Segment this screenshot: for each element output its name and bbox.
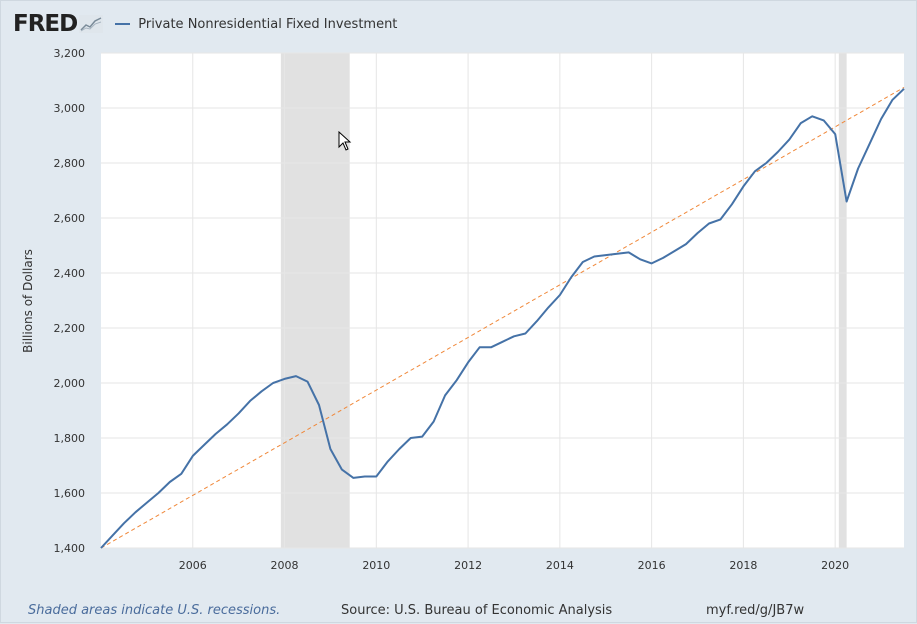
x-tick-label: 2012 [454, 559, 482, 572]
mouse-cursor-icon [338, 131, 352, 151]
y-tick-label: 2,600 [54, 212, 86, 225]
chart-footer: Shaded areas indicate U.S. recessions. S… [1, 601, 917, 621]
legend[interactable]: Private Nonresidential Fixed Investment [115, 17, 397, 32]
legend-swatch [115, 23, 131, 25]
x-tick-label: 2010 [362, 559, 390, 572]
recession-band-2 [838, 53, 847, 548]
source-text: Source: U.S. Bureau of Economic Analysis [341, 603, 613, 618]
y-tick-label: 2,800 [54, 157, 86, 170]
y-tick-label: 1,800 [54, 432, 86, 445]
y-axis-label: Billions of Dollars [21, 249, 35, 353]
x-tick-label: 2020 [821, 559, 849, 572]
chart-header: FRED Private Nonresidential Fixed Invest… [13, 9, 397, 39]
x-tick-label: 2008 [271, 559, 299, 572]
x-tick-label: 2018 [729, 559, 757, 572]
recession-band-1 [280, 53, 350, 548]
short-url-link[interactable]: myf.red/g/JB7w [706, 603, 805, 618]
series [100, 86, 905, 549]
x-tick-label: 2014 [546, 559, 574, 572]
series-line [100, 88, 905, 549]
recession-shading [280, 53, 847, 548]
line-chart-icon [79, 15, 104, 33]
plot-area [101, 53, 904, 548]
trend-line [100, 86, 905, 549]
x-axis-ticks: 2006 2008 2010 2012 2014 2016 2018 2020 [179, 559, 849, 572]
y-tick-label: 1,400 [54, 542, 86, 555]
legend-label: Private Nonresidential Fixed Investment [138, 16, 398, 32]
x-tick-label: 2006 [179, 559, 207, 572]
gridlines [101, 52, 904, 549]
y-axis-ticks: 1,400 1,600 1,800 2,000 2,200 2,400 2,600 2,800… [54, 47, 86, 555]
y-tick-label: 1,600 [54, 487, 86, 500]
y-tick-label: 3,200 [54, 47, 86, 60]
y-tick-label: 2,000 [54, 377, 86, 390]
y-tick-label: 2,400 [54, 267, 86, 280]
y-tick-label: 2,200 [54, 322, 86, 335]
recession-note: Shaded areas indicate U.S. recessions. [28, 603, 281, 618]
x-tick-label: 2016 [638, 559, 666, 572]
fred-logo[interactable]: FRED [13, 11, 78, 37]
y-tick-label: 3,000 [54, 102, 86, 115]
